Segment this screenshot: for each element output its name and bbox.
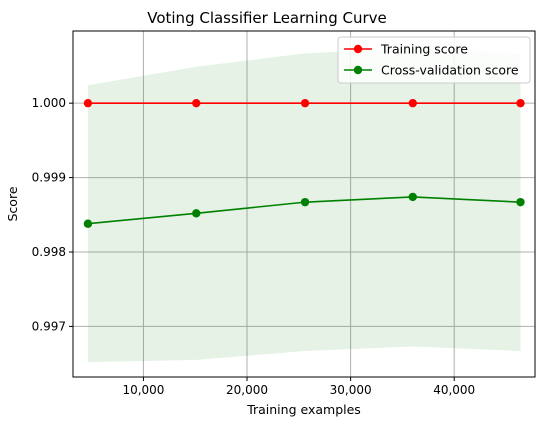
training-score-point xyxy=(83,98,93,108)
cross-validation-score-point xyxy=(516,197,525,207)
x-tick-label: 10,000 xyxy=(122,383,164,397)
legend-cross-validation-score-label: Cross-validation score xyxy=(381,63,519,78)
cross-validation-score-point xyxy=(300,197,310,207)
y-axis-label: Score xyxy=(5,186,20,221)
x-axis-ticks: 10,000 20,000 30,000 40,000 xyxy=(122,377,475,397)
series-points-layer xyxy=(83,98,525,228)
cross-validation-score-point xyxy=(192,209,201,218)
x-tick-label: 30,000 xyxy=(330,383,372,397)
chart-title: Voting Classifier Learning Curve xyxy=(147,9,387,27)
training-score-point xyxy=(300,98,310,108)
y-tick-label: 0.997 xyxy=(32,319,66,333)
training-score-point xyxy=(516,98,525,108)
training-score-point xyxy=(192,98,201,108)
x-tick-label: 40,000 xyxy=(433,383,475,397)
legend-cross-validation-score-marker xyxy=(353,65,363,75)
plot-area-frame xyxy=(72,30,536,378)
legend-training-score-marker xyxy=(353,44,363,54)
x-axis-label: Training examples xyxy=(246,402,361,417)
y-tick-label: 1.000 xyxy=(32,96,66,110)
y-tick-label: 0.998 xyxy=(32,245,66,259)
y-axis-ticks: 1.000 0.999 0.998 0.997 xyxy=(32,96,73,333)
cross-validation-score-point xyxy=(408,192,417,202)
legend-box xyxy=(337,36,531,84)
legend: Training score Cross-validation score xyxy=(337,36,531,84)
x-tick-label: 20,000 xyxy=(226,383,268,397)
legend-training-score-label: Training score xyxy=(380,42,468,57)
training-score-point xyxy=(408,98,417,108)
y-tick-label: 0.999 xyxy=(32,171,66,185)
cross-validation-score-point xyxy=(83,219,93,228)
